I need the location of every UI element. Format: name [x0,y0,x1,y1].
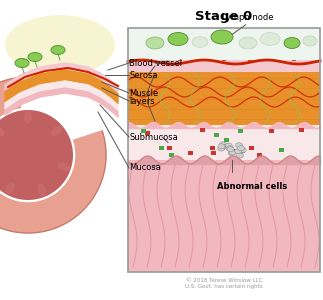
Bar [249,146,255,150]
Ellipse shape [168,32,188,46]
Bar [240,149,245,153]
Ellipse shape [0,110,73,200]
Ellipse shape [37,184,47,197]
Ellipse shape [227,147,234,152]
Ellipse shape [5,182,15,195]
Text: Muscle: Muscle [129,88,158,98]
Text: Mucosa: Mucosa [129,164,161,172]
Text: Submucosa: Submucosa [129,133,178,142]
Bar [238,150,244,154]
Ellipse shape [220,144,227,149]
Bar [224,138,229,142]
Text: Lymph node: Lymph node [222,13,274,22]
Polygon shape [5,88,118,117]
Bar [145,130,151,135]
Ellipse shape [237,146,245,151]
Ellipse shape [51,46,65,55]
Text: Abnormal cells: Abnormal cells [217,182,287,191]
Text: © 2018 Terese Winslow LLC
U.S. Govt. has certain rights: © 2018 Terese Winslow LLC U.S. Govt. has… [185,278,263,289]
Ellipse shape [234,149,242,154]
Ellipse shape [219,144,226,149]
Bar [210,146,215,150]
Ellipse shape [24,110,32,124]
Bar [211,151,216,155]
Ellipse shape [284,38,300,49]
Bar [128,160,320,272]
Ellipse shape [239,37,257,49]
Ellipse shape [229,150,236,155]
Ellipse shape [4,131,52,179]
Ellipse shape [28,52,42,62]
Ellipse shape [235,143,243,148]
Bar [128,125,320,160]
Bar [279,148,284,152]
Ellipse shape [57,162,71,171]
Ellipse shape [192,37,208,47]
Bar [160,146,164,150]
Bar [230,149,234,153]
Ellipse shape [220,142,226,147]
Bar [167,146,172,150]
Ellipse shape [146,37,164,49]
Bar [141,129,146,134]
Ellipse shape [218,144,225,149]
Ellipse shape [15,58,29,68]
Ellipse shape [239,148,246,152]
Bar [128,28,320,272]
Bar [128,28,320,60]
Ellipse shape [51,125,63,136]
Bar [169,153,174,157]
Bar [238,129,243,133]
Bar [128,72,320,125]
Polygon shape [5,81,118,111]
Text: Blood vessel: Blood vessel [129,58,182,68]
Polygon shape [0,78,106,233]
Polygon shape [5,70,118,104]
Text: Stage 0: Stage 0 [195,10,253,23]
Ellipse shape [218,146,225,151]
Text: Serosa: Serosa [129,70,158,80]
Ellipse shape [5,15,115,75]
Bar [200,128,205,132]
Bar [257,153,262,158]
Ellipse shape [226,146,233,151]
Ellipse shape [211,30,233,44]
Bar [269,129,274,133]
Bar [128,28,320,272]
Bar [188,152,193,155]
Ellipse shape [228,151,235,156]
Bar [299,128,304,132]
Text: layers: layers [129,97,155,106]
Ellipse shape [236,153,244,158]
Bar [214,133,219,137]
Ellipse shape [303,36,317,46]
Ellipse shape [225,143,232,148]
Polygon shape [5,63,118,92]
Ellipse shape [0,125,5,136]
Bar [128,60,320,72]
Ellipse shape [260,32,280,46]
